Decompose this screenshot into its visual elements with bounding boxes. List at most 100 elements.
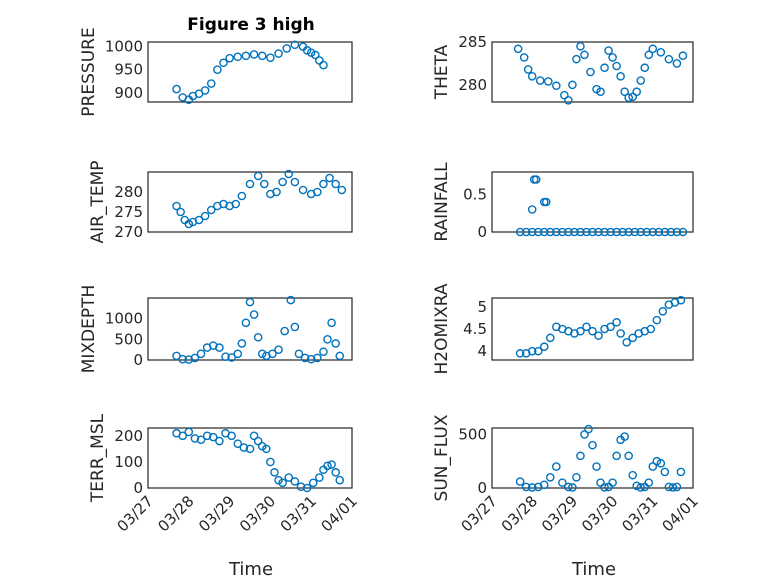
y-axis-label: SUN_FLUX: [432, 414, 452, 501]
data-point: [642, 227, 652, 237]
y-axis-label: PRESSURE: [79, 27, 99, 116]
data-point: [513, 44, 523, 54]
data-point: [245, 444, 255, 454]
data-point: [644, 478, 654, 487]
y-tick-label: 200: [114, 427, 143, 445]
data-point: [262, 444, 271, 454]
data-point: [325, 173, 334, 183]
data-point: [612, 451, 621, 461]
data-point: [227, 431, 236, 441]
data-point: [582, 322, 591, 332]
data-point: [648, 44, 658, 54]
data-point: [678, 227, 688, 237]
axes-frame: [147, 41, 353, 103]
data-point: [545, 333, 555, 343]
data-point: [278, 478, 287, 488]
data-point: [225, 53, 234, 63]
y-axis-label: AIR_TEMP: [88, 161, 108, 244]
data-point: [308, 478, 318, 488]
data-point: [552, 81, 561, 91]
data-point: [539, 480, 549, 490]
data-point: [215, 436, 224, 446]
data-point: [664, 54, 674, 64]
data-point: [594, 227, 603, 237]
data-point: [274, 345, 283, 354]
data-point: [628, 470, 638, 480]
x-axis-label-left: Time: [228, 559, 273, 580]
data-point: [606, 227, 615, 237]
data-point: [616, 329, 625, 338]
subplot-1: 900 950 1000 PRESSURE: [79, 27, 353, 117]
data-point: [539, 342, 549, 352]
data-point: [253, 332, 263, 342]
data-point: [521, 482, 531, 492]
data-point: [576, 41, 585, 51]
data-point: [233, 52, 243, 62]
data-point: [206, 79, 216, 88]
data-point: [678, 51, 688, 61]
data-point: [527, 205, 537, 214]
y-tick-label: 900: [114, 84, 143, 102]
axes-frame: [147, 427, 353, 489]
data-point: [184, 427, 194, 437]
subplot-4: 0 0.5 RAINFALL: [432, 162, 694, 242]
data-point: [664, 482, 674, 492]
data-point: [178, 354, 187, 364]
data-point: [612, 227, 621, 237]
data-point: [331, 179, 340, 189]
data-point: [586, 67, 595, 77]
data-point: [560, 90, 569, 100]
data-point: [266, 457, 275, 467]
data-point: [221, 352, 230, 361]
data-point: [600, 227, 609, 237]
data-point: [533, 346, 543, 356]
data-point: [241, 51, 251, 61]
data-point: [588, 227, 597, 237]
data-point: [282, 44, 292, 53]
data-point: [331, 339, 340, 348]
data-point: [622, 337, 631, 347]
data-point: [327, 318, 336, 328]
data-point: [648, 227, 658, 237]
subplot-5: 0 500 1000 MIXDEPTH: [79, 285, 353, 373]
y-tick-label: 270: [114, 223, 143, 241]
data-point: [576, 227, 585, 237]
data-point: [620, 432, 629, 441]
data-point: [178, 431, 187, 441]
data-point: [184, 355, 194, 364]
subplot-2: 280 285 THETA: [432, 33, 694, 105]
data-point: [319, 347, 328, 357]
data-point: [249, 431, 259, 441]
data-point: [636, 483, 646, 492]
data-point: [184, 219, 194, 229]
data-point: [624, 93, 633, 103]
data-point: [266, 53, 275, 62]
data-point: [259, 179, 269, 189]
subplot-6: 4 4.5 5 H2OMIXRA: [432, 283, 694, 375]
y-tick-label: 0: [477, 479, 487, 497]
data-point: [576, 326, 585, 336]
data-point: [196, 349, 206, 359]
data-point: [588, 440, 597, 450]
data-point: [270, 468, 279, 477]
y-tick-label: 950: [114, 61, 143, 79]
subplot-3: 270 275 280 AIR_TEMP: [88, 161, 353, 244]
data-point: [306, 354, 316, 364]
data-point: [286, 295, 296, 305]
y-tick-label: 0: [477, 223, 487, 241]
y-tick-label: 275: [114, 203, 143, 221]
axes-frame: [491, 171, 694, 233]
data-point: [672, 59, 682, 68]
data-point: [672, 482, 682, 492]
data-point: [628, 333, 638, 343]
data-point: [533, 227, 543, 237]
data-point: [612, 61, 621, 71]
data-point: [628, 92, 638, 102]
data-point: [630, 227, 640, 237]
y-tick-label: 285: [458, 33, 487, 51]
data-point: [290, 177, 300, 187]
data-point: [618, 227, 627, 237]
data-point: [527, 227, 537, 237]
data-point: [521, 227, 531, 237]
